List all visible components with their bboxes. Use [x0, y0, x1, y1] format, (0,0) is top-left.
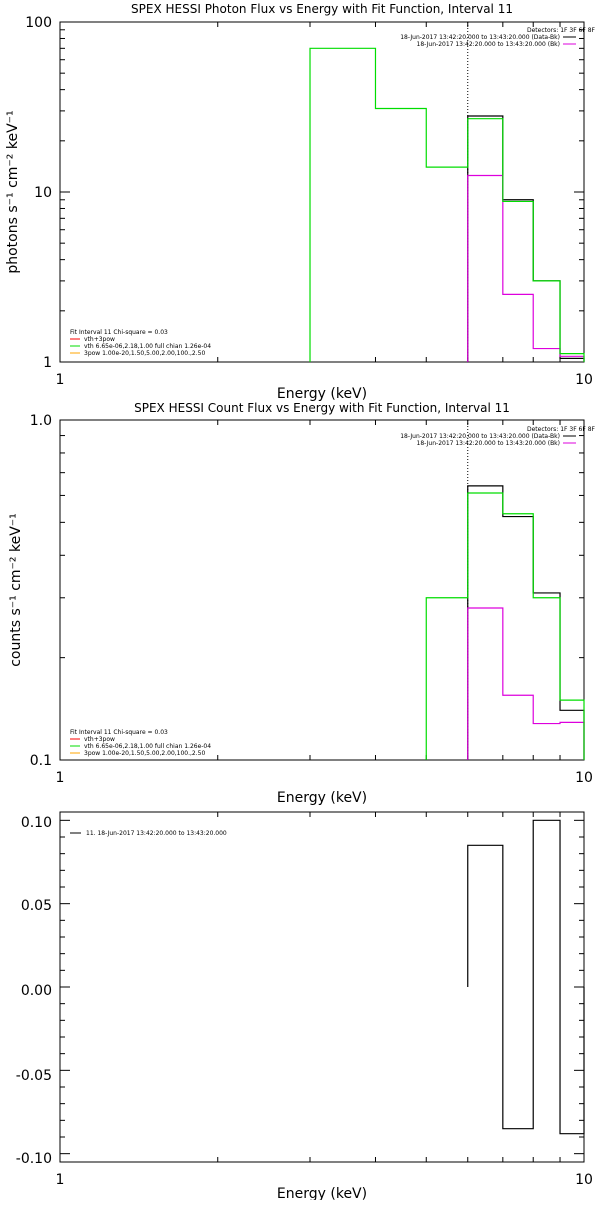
- legend-top-entry: 18-Jun-2017 13:42:20.000 to 13:43:20.000…: [400, 34, 576, 41]
- legend-bottom-entry: 3pow 1.00e-20,1.50,5.00,2.00,100.,2.50: [70, 750, 205, 757]
- y-axis-label: counts s⁻¹ cm⁻² keV⁻¹: [8, 513, 24, 667]
- legend-text: 18-Jun-2017 13:42:20.000 to 13:43:20.000…: [400, 34, 560, 41]
- legend-detectors: Detectors: 1F 3F 6F 8F: [527, 426, 596, 433]
- y-tick-label: 1.0: [30, 413, 52, 429]
- plot-frame: [59, 419, 585, 761]
- x-axis-label: Energy (keV): [277, 790, 367, 806]
- y-tick-label: -0.05: [16, 1068, 52, 1084]
- x-tick-label: 1: [56, 770, 65, 786]
- legend-text: 18-Jun-2017 13:42:20.000 to 13:43:20.000…: [417, 440, 560, 447]
- legend-text: 3pow 1.00e-20,1.50,5.00,2.00,100.,2.50: [84, 350, 205, 357]
- legend-text: vth+3pow: [84, 336, 115, 343]
- plot-frame: [59, 811, 585, 1163]
- legend-bottom-entry: 3pow 1.00e-20,1.50,5.00,2.00,100.,2.50: [70, 350, 205, 357]
- legend-text: 18-Jun-2017 13:42:20.000 to 13:43:20.000…: [400, 433, 560, 440]
- legend-bottom-entry: vth+3pow: [70, 336, 115, 343]
- histogram-series-1: [467, 607, 585, 760]
- y-tick-label: 0.05: [21, 898, 52, 914]
- histogram-series-2: [425, 492, 585, 760]
- y-tick-label: 0.1: [30, 753, 52, 769]
- histogram-series-1: [467, 174, 585, 362]
- panel-count-flux: SPEX HESSI Count Flux vs Energy with Fit…: [8, 401, 596, 806]
- legend-text: vth+3pow: [84, 736, 115, 743]
- y-tick-label: 10: [34, 185, 52, 201]
- legend-bottom-entry: vth 6.65e-06,2.18,1.00 full chian 1.26e-…: [70, 343, 211, 350]
- histogram-series-0: [467, 485, 585, 760]
- y-tick-label: 100: [25, 15, 52, 31]
- y-tick-label: 0.10: [21, 815, 52, 831]
- legend-top-entry: 11. 18-Jun-2017 13:42:20.000 to 13:43:20…: [70, 830, 227, 837]
- legend-text: 11. 18-Jun-2017 13:42:20.000 to 13:43:20…: [86, 830, 227, 837]
- x-axis-label: Energy (keV): [277, 386, 367, 402]
- panel-residuals: Energy (keV) 1 10 -0.10 -0.05 0.00 0.05 …: [16, 811, 593, 1202]
- histogram-series-2: [309, 47, 585, 362]
- legend-text: vth 6.65e-06,2.18,1.00 full chian 1.26e-…: [84, 743, 211, 750]
- histogram-series-0: [467, 115, 585, 362]
- legend-text: 18-Jun-2017 13:42:20.000 to 13:43:20.000…: [417, 41, 560, 48]
- x-tick-label: 1: [56, 1172, 65, 1188]
- panel-photon-flux: SPEX HESSI Photon Flux vs Energy with Fi…: [5, 2, 596, 402]
- legend-top-entry: 18-Jun-2017 13:42:20.000 to 13:43:20.000…: [400, 433, 576, 440]
- legend-bottom-entry: vth 6.65e-06,2.18,1.00 full chian 1.26e-…: [70, 743, 211, 750]
- histogram-series-0: [467, 819, 585, 1135]
- y-tick-label: 1: [43, 355, 52, 371]
- y-axis-label: photons s⁻¹ cm⁻² keV⁻¹: [5, 110, 21, 273]
- legend-text: 3pow 1.00e-20,1.50,5.00,2.00,100.,2.50: [84, 750, 205, 757]
- chart-title: SPEX HESSI Count Flux vs Energy with Fit…: [134, 401, 510, 415]
- x-tick-label: 10: [575, 372, 593, 388]
- chart-title: SPEX HESSI Photon Flux vs Energy with Fi…: [131, 2, 513, 16]
- legend-fit-header: Fit Interval 11 Chi-square = 0.03: [70, 729, 168, 736]
- y-tick-label: -0.10: [16, 1151, 52, 1167]
- legend-text: vth 6.65e-06,2.18,1.00 full chian 1.26e-…: [84, 343, 211, 350]
- x-tick-label: 10: [575, 1172, 593, 1188]
- legend-fit-header: Fit Interval 11 Chi-square = 0.03: [70, 329, 168, 336]
- y-tick-label: 0.00: [21, 983, 52, 999]
- legend-bottom-entry: vth+3pow: [70, 736, 115, 743]
- legend-detectors: Detectors: 1F 3F 6F 8F: [527, 27, 596, 34]
- x-axis-label: Energy (keV): [277, 1186, 367, 1200]
- legend-top-entry: 18-Jun-2017 13:42:20.000 to 13:43:20.000…: [417, 440, 576, 447]
- x-tick-label: 1: [56, 372, 65, 388]
- legend-top-entry: 18-Jun-2017 13:42:20.000 to 13:43:20.000…: [417, 41, 576, 48]
- plot-frame: [59, 21, 585, 363]
- chart-marks: [59, 21, 585, 1162]
- x-tick-label: 10: [575, 770, 593, 786]
